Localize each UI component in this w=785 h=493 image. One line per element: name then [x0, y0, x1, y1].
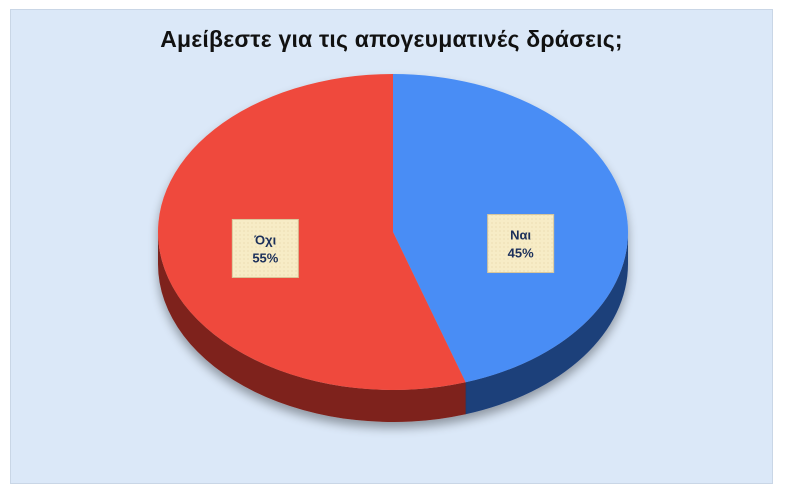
data-label-box	[487, 214, 555, 274]
data-label-category: Όχι	[253, 232, 276, 247]
data-label-0: Ναι 45%	[487, 214, 555, 274]
chart-area: Αμείβεστε για τις απογευματινές δράσεις;…	[10, 9, 773, 484]
pie-slice-1	[158, 74, 466, 390]
pie-chart: Ναι 45% Όχι 55%	[158, 74, 629, 422]
data-label-box	[231, 218, 299, 278]
data-label-percent: 45%	[508, 246, 534, 261]
pie-slice-side-1	[158, 232, 466, 422]
data-label-category: Ναι	[510, 228, 531, 243]
pie-slice-side-0	[465, 232, 628, 415]
data-label-1: Όχι 55%	[231, 218, 299, 278]
chart-title: Αμείβεστε για τις απογευματινές δράσεις;	[160, 26, 623, 52]
data-label-percent: 55%	[252, 250, 278, 265]
